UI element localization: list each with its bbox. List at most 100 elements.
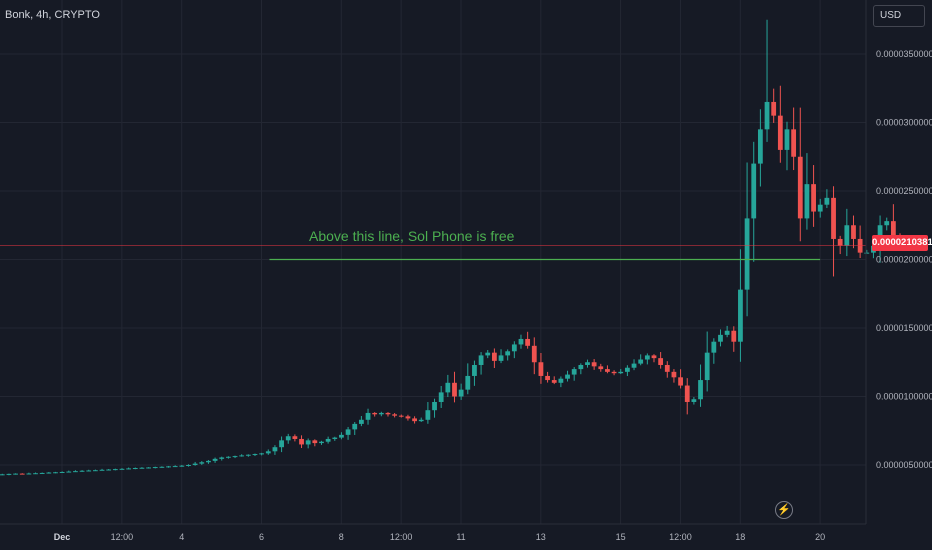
- candle-body: [106, 469, 112, 471]
- candle-body: [784, 129, 790, 150]
- y-tick-label: 0.0000100000: [876, 392, 932, 402]
- candle-body: [551, 380, 557, 383]
- candle: [299, 435, 304, 449]
- candle-body: [219, 457, 225, 459]
- candle-body: [166, 466, 171, 468]
- candle: [698, 364, 703, 407]
- candle: [46, 471, 52, 474]
- candle: [392, 412, 398, 418]
- candle: [565, 370, 570, 382]
- candle-body: [39, 472, 45, 474]
- candle: [365, 408, 371, 425]
- candle-body: [485, 352, 491, 356]
- candle: [378, 411, 384, 417]
- candle: [505, 349, 511, 361]
- candle: [551, 376, 557, 385]
- candle-body: [372, 412, 378, 415]
- candle-body: [19, 473, 25, 475]
- annotation-text[interactable]: Above this line, Sol Phone is free: [309, 228, 515, 244]
- candle: [631, 359, 637, 371]
- candle: [186, 464, 191, 467]
- candle-body: [764, 101, 770, 130]
- x-tick-label: 12:00: [390, 532, 413, 542]
- candle-body: [92, 470, 98, 472]
- candle-body: [259, 453, 265, 455]
- candle: [691, 397, 697, 405]
- candle: [132, 467, 138, 470]
- candle-body: [452, 382, 457, 397]
- candle-body: [285, 436, 291, 441]
- candle-body: [46, 472, 52, 474]
- candle: [531, 337, 537, 375]
- candle-body: [239, 455, 245, 457]
- candle: [92, 469, 98, 472]
- candle: [139, 467, 145, 469]
- candle-body: [332, 437, 338, 439]
- candle-body: [319, 441, 324, 444]
- candle-body: [644, 355, 650, 360]
- candle-body: [146, 467, 151, 469]
- x-tick-label: 6: [259, 532, 264, 542]
- candle-body: [378, 412, 384, 415]
- candle: [851, 215, 856, 249]
- candle: [166, 465, 171, 468]
- candle-body: [186, 465, 191, 466]
- candle-body: [744, 218, 750, 290]
- candle: [252, 453, 258, 457]
- candle: [106, 468, 112, 471]
- candle-body: [425, 410, 431, 420]
- candle: [744, 162, 750, 317]
- candle-body: [152, 467, 158, 469]
- candle-body: [711, 341, 717, 353]
- currency-button[interactable]: USD: [873, 5, 925, 27]
- candle: [704, 331, 710, 392]
- candle-body: [531, 345, 537, 363]
- candle-body: [365, 412, 371, 420]
- candle: [764, 19, 770, 142]
- candle-body: [791, 129, 797, 157]
- candle: [279, 436, 284, 453]
- candle: [418, 417, 424, 422]
- candle-body: [358, 419, 364, 424]
- candle: [292, 434, 298, 442]
- candle: [757, 109, 763, 187]
- candle-body: [252, 454, 258, 456]
- candle-body: [804, 184, 810, 219]
- y-tick-label: 0.0000300000: [876, 118, 932, 128]
- candle-body: [292, 436, 298, 439]
- candle-body: [26, 473, 32, 475]
- candle-body: [225, 456, 231, 458]
- candle: [791, 107, 797, 171]
- lightning-bolt-icon[interactable]: ⚡: [775, 501, 793, 519]
- x-tick-label: 4: [179, 532, 184, 542]
- candle: [192, 461, 198, 466]
- x-tick-label: 18: [735, 532, 745, 542]
- candle-body: [698, 380, 703, 400]
- candle: [571, 367, 577, 381]
- candle: [538, 352, 544, 384]
- candle: [325, 436, 331, 444]
- candle: [0, 473, 5, 476]
- candle-body: [558, 378, 564, 383]
- candle: [405, 414, 411, 421]
- candle: [398, 414, 404, 418]
- candle: [13, 473, 18, 475]
- candle: [245, 454, 251, 457]
- candle: [545, 371, 550, 383]
- candle: [432, 398, 437, 418]
- candle: [312, 439, 318, 447]
- price-axis[interactable]: 0.0000050000 0.0000100000 0.0000150000 0.00…: [865, 0, 932, 524]
- candle-body: [857, 238, 863, 253]
- candle-body: [751, 163, 757, 219]
- candle: [485, 349, 491, 359]
- candle: [585, 359, 590, 368]
- candle: [172, 465, 178, 468]
- last-price-tag: 0.0000210381: [872, 235, 932, 251]
- candle-body: [339, 434, 344, 438]
- candle-body: [890, 221, 896, 239]
- candle-body: [491, 352, 497, 361]
- time-axis[interactable]: Dec 12:00 4 6 8 12:00 11 13 15 12:00 18 20: [0, 523, 866, 542]
- candle: [771, 88, 777, 123]
- candle-body: [518, 338, 524, 345]
